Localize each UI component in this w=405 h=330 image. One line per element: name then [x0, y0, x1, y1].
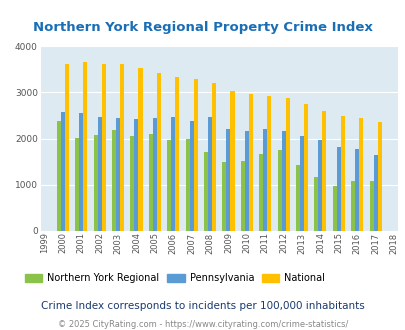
- Bar: [120, 64, 124, 231]
- Legend: Northern York Regional, Pennsylvania, National: Northern York Regional, Pennsylvania, Na…: [21, 269, 328, 287]
- Bar: [299, 136, 303, 231]
- Bar: [207, 117, 211, 231]
- Bar: [240, 161, 244, 231]
- Bar: [79, 113, 83, 231]
- Bar: [354, 149, 358, 231]
- Bar: [152, 118, 156, 231]
- Bar: [318, 141, 322, 231]
- Bar: [65, 64, 69, 231]
- Bar: [277, 150, 281, 231]
- Bar: [171, 117, 175, 231]
- Bar: [138, 68, 142, 231]
- Bar: [226, 129, 230, 231]
- Bar: [350, 181, 354, 231]
- Bar: [83, 62, 87, 231]
- Bar: [167, 141, 171, 231]
- Bar: [211, 83, 215, 231]
- Bar: [373, 155, 377, 231]
- Bar: [102, 64, 105, 231]
- Bar: [175, 77, 179, 231]
- Bar: [322, 111, 326, 231]
- Bar: [94, 135, 98, 231]
- Bar: [61, 112, 65, 231]
- Bar: [266, 96, 271, 231]
- Text: © 2025 CityRating.com - https://www.cityrating.com/crime-statistics/: © 2025 CityRating.com - https://www.city…: [58, 320, 347, 329]
- Bar: [262, 129, 266, 231]
- Bar: [303, 104, 307, 231]
- Bar: [369, 181, 373, 231]
- Bar: [149, 134, 152, 231]
- Bar: [285, 98, 289, 231]
- Text: Northern York Regional Property Crime Index: Northern York Regional Property Crime In…: [33, 21, 372, 34]
- Bar: [313, 178, 318, 231]
- Bar: [244, 131, 248, 231]
- Bar: [295, 165, 299, 231]
- Text: Crime Index corresponds to incidents per 100,000 inhabitants: Crime Index corresponds to incidents per…: [41, 301, 364, 311]
- Bar: [336, 148, 340, 231]
- Bar: [75, 138, 79, 231]
- Bar: [185, 139, 189, 231]
- Bar: [258, 154, 262, 231]
- Bar: [230, 90, 234, 231]
- Bar: [189, 120, 193, 231]
- Bar: [358, 118, 362, 231]
- Bar: [130, 136, 134, 231]
- Bar: [156, 73, 160, 231]
- Bar: [98, 117, 102, 231]
- Bar: [203, 152, 207, 231]
- Bar: [332, 186, 336, 231]
- Bar: [193, 80, 197, 231]
- Bar: [116, 118, 120, 231]
- Bar: [340, 116, 344, 231]
- Bar: [222, 162, 226, 231]
- Bar: [377, 122, 381, 231]
- Bar: [57, 121, 61, 231]
- Bar: [248, 94, 252, 231]
- Bar: [134, 119, 138, 231]
- Bar: [112, 130, 116, 231]
- Bar: [281, 131, 285, 231]
